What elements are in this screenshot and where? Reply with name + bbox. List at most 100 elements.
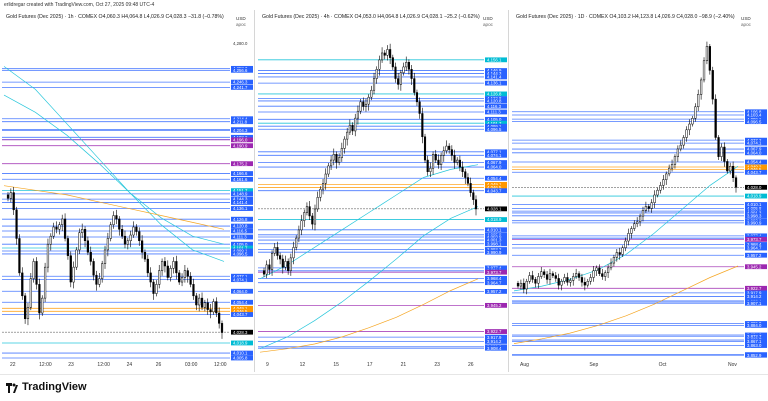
price-label[interactable]: 3,968.4 <box>745 242 767 247</box>
price-label[interactable]: 4,064.0 <box>485 164 507 170</box>
chart-panel-4h[interactable]: 4,156.1 4,146.9 4,144.3 4,141.4 4,136.1 4,126… <box>256 10 509 372</box>
price-label[interactable]: 3,973.7 <box>485 269 507 275</box>
price-label[interactable]: 4,111.3 <box>485 109 507 115</box>
price-label[interactable]: 4,074.1 <box>745 140 767 146</box>
price-label[interactable]: 3,957.2 <box>485 289 507 294</box>
price-axis[interactable] <box>744 10 768 372</box>
price-label[interactable]: 4,101.7 <box>231 245 253 251</box>
price-label[interactable]: 3,990.9 <box>485 249 507 255</box>
price-label[interactable]: 3,872.7 <box>745 333 767 339</box>
price-label[interactable]: 4,116.5 <box>231 228 253 234</box>
price-label[interactable]: 3,998.1 <box>485 241 507 246</box>
price-label[interactable]: 4,018.9 <box>485 217 507 222</box>
price-label[interactable]: 4,141.4 <box>231 200 253 205</box>
price-label[interactable]: 4,046.5 <box>485 185 507 190</box>
price-label[interactable]: 4,214.4 <box>231 116 253 121</box>
price-label[interactable]: 4,146.9 <box>485 68 507 73</box>
price-label[interactable]: 3,884.0 <box>745 323 767 328</box>
price-label[interactable]: 3,945.2 <box>745 264 767 269</box>
price-label[interactable]: 4,028.0 <box>745 184 767 190</box>
price-label[interactable]: 3,964.7 <box>745 245 767 251</box>
price-label[interactable]: 4,196.0 <box>231 137 253 142</box>
price-label[interactable]: 4,148.9 <box>231 191 253 196</box>
price-label[interactable]: 3,863.0 <box>745 343 767 348</box>
price-label[interactable]: 4,046.5 <box>745 167 767 172</box>
price-label[interactable]: 3,957.2 <box>745 252 767 258</box>
price-label[interactable]: 4,028.3 <box>231 329 253 335</box>
price-label[interactable]: 4,106.8 <box>745 109 767 114</box>
tradingview-logo-icon[interactable] <box>6 383 18 393</box>
price-label[interactable]: 4,096.5 <box>745 119 767 124</box>
chart-panel-1d[interactable]: 4,106.84,103.44,099.14,096.54,077.24,074… <box>510 10 768 372</box>
price-label[interactable]: 4,175.2 <box>231 161 253 166</box>
chart-panel-1h[interactable]: 4,280.04,258.34,256.64,246.34,241.74,214… <box>0 10 255 372</box>
price-label[interactable]: 3,914.2 <box>485 339 507 344</box>
price-label[interactable]: 4,105.0 <box>231 241 253 247</box>
price-label[interactable]: 4,018.9 <box>231 340 253 346</box>
price-label[interactable]: 4,144.3 <box>485 71 507 76</box>
price-label[interactable]: 4,241.7 <box>231 85 253 90</box>
price-label[interactable]: 4,103.4 <box>745 112 767 118</box>
price-label[interactable]: 4,067.9 <box>745 146 767 152</box>
price-label[interactable]: 3,977.4 <box>485 265 507 270</box>
price-label[interactable]: 4,043.7 <box>745 169 767 175</box>
price-label[interactable]: 4,010.1 <box>231 350 253 356</box>
price-label[interactable]: 3,968.4 <box>485 275 507 281</box>
price-label[interactable]: 4,064.0 <box>745 150 767 155</box>
price-label[interactable]: 4,211.8 <box>231 119 253 124</box>
price-label[interactable]: 4,074.1 <box>485 152 507 158</box>
time-axis[interactable]: 22 12:00 23 12:00 24 26 03:00 12:00 <box>10 362 227 368</box>
price-label[interactable]: 3,964.7 <box>485 280 507 285</box>
price-label[interactable]: 4,043.7 <box>485 188 507 193</box>
price-label[interactable]: 4,111.3 <box>231 234 253 240</box>
price-label[interactable]: 4,001.3 <box>485 237 507 243</box>
price-label[interactable]: 3,922.7 <box>485 329 507 334</box>
time-axis[interactable]: Aug Sep Oct Nov <box>520 362 737 368</box>
price-label[interactable]: 4,049.1 <box>231 305 253 311</box>
price-label[interactable]: 4,204.3 <box>231 127 253 133</box>
price-label[interactable]: 3,914.2 <box>745 294 767 299</box>
price-label[interactable]: 4,054.4 <box>485 175 507 181</box>
price-label[interactable]: 4,246.3 <box>231 79 253 85</box>
price-label[interactable]: 4,116.3 <box>485 103 507 109</box>
price-label[interactable]: 4,126.8 <box>231 216 253 222</box>
price-label[interactable]: 3,998.3 <box>745 213 767 218</box>
price-label[interactable]: 4,136.1 <box>485 80 507 86</box>
price-label[interactable]: 4,010.1 <box>485 227 507 232</box>
price-label[interactable]: 3,867.1 <box>745 339 767 344</box>
price-label[interactable]: 4,077.1 <box>231 273 253 279</box>
price-label[interactable]: 4,096.5 <box>231 251 253 257</box>
price-label[interactable]: 3,990.9 <box>745 220 767 226</box>
price-label[interactable]: 4,141.4 <box>485 74 507 80</box>
price-label[interactable]: 3,993.2 <box>485 247 507 252</box>
price-label[interactable]: 3,908.4 <box>485 345 507 351</box>
price-label[interactable]: 3,945.2 <box>485 302 507 308</box>
price-label[interactable]: 4,010.1 <box>745 202 767 207</box>
price-label[interactable]: 4,105.0 <box>485 116 507 122</box>
price-label[interactable]: 4,120.8 <box>231 223 253 229</box>
price-label[interactable]: 4,156.1 <box>485 57 507 62</box>
price-label[interactable]: 4,054.4 <box>231 299 253 305</box>
price-label[interactable]: 4,046.5 <box>231 308 253 314</box>
price-label[interactable]: 4,001.3 <box>745 210 767 216</box>
price-label[interactable]: 4,126.8 <box>485 91 507 97</box>
price-label[interactable]: 3,907.1 <box>745 300 767 306</box>
price-label[interactable]: 4,003.9 <box>485 234 507 240</box>
price-label[interactable]: 4,049.2 <box>745 164 767 170</box>
price-label[interactable]: 4,166.6 <box>231 171 253 176</box>
price-label[interactable]: 4,099.1 <box>485 123 507 129</box>
price-label[interactable]: 3,973.7 <box>745 236 767 242</box>
price-label[interactable]: 3,917.9 <box>485 334 507 340</box>
price-label[interactable]: 3,917.9 <box>745 290 767 295</box>
price-label[interactable]: 4,005.8 <box>231 355 253 361</box>
price-label[interactable]: 4,120.8 <box>485 98 507 104</box>
price-label[interactable]: 4,161.6 <box>231 176 253 182</box>
price-label[interactable]: 4,074.1 <box>231 277 253 282</box>
price-label[interactable]: 4,096.5 <box>485 126 507 132</box>
price-label[interactable]: 4,101.7 <box>485 120 507 126</box>
price-label[interactable]: 4,067.9 <box>485 160 507 165</box>
price-label[interactable]: 4,028.1 <box>485 206 507 211</box>
price-label[interactable]: 4,077.2 <box>745 137 767 143</box>
tradingview-brand-name[interactable]: TradingView <box>22 381 87 393</box>
price-label[interactable]: 4,136.1 <box>231 206 253 211</box>
